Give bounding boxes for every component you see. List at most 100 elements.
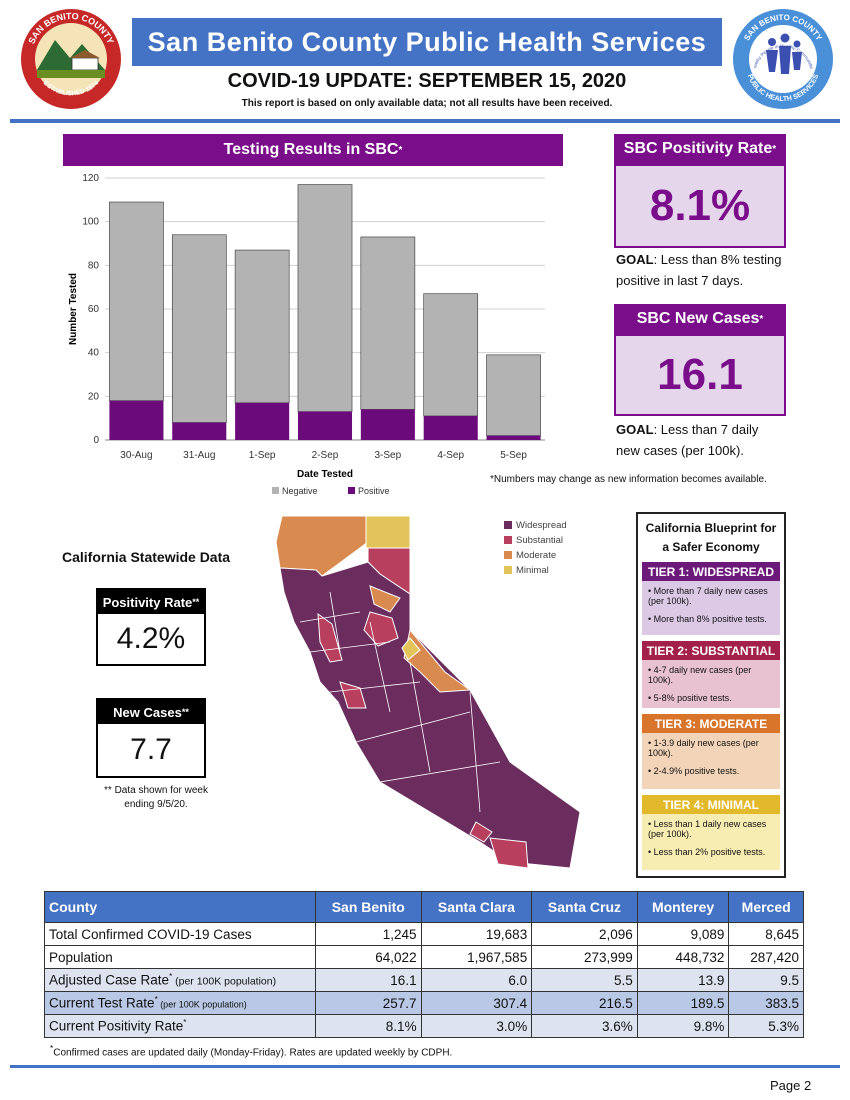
blueprint-title: California Blueprint for a Safer Economy — [638, 519, 784, 557]
table-cell: 5.3% — [728, 1014, 804, 1038]
goal-text-2: positive in last 7 days. — [616, 273, 744, 288]
y-tick-label: 60 — [88, 304, 100, 315]
sbc-new-cases-mark: * — [759, 313, 764, 325]
legend-swatch-negative — [272, 487, 279, 494]
numbers-note: *Numbers may change as new information b… — [490, 474, 767, 485]
x-tick-label: 1-Sep — [249, 450, 276, 461]
bar-negative — [360, 236, 416, 410]
sbc-positivity-value: 8.1% — [614, 164, 786, 248]
county-comparison-table: County San Benito Santa Clara Santa Cruz… — [44, 891, 804, 1038]
tier-3-heading: TIER 3: MODERATE — [642, 714, 780, 733]
statewide-footnote-1: ** Data shown for week — [104, 785, 208, 796]
table-cell: 257.7 — [315, 991, 422, 1015]
tier-3-body: • 1-3.9 daily new cases (per 100k). • 2-… — [642, 733, 780, 789]
sbc-positivity-goal: GOAL: Less than 8% testing positive in l… — [616, 249, 796, 291]
table-header-cell: San Benito — [315, 891, 422, 923]
bar-negative — [234, 249, 290, 404]
table-cell: 383.5 — [728, 991, 804, 1015]
bar-negative — [109, 201, 164, 402]
table-header-cell: Monterey — [636, 891, 730, 923]
goal-text-2: new cases (per 100k). — [616, 443, 744, 458]
row-label-sub: (per 100K population) — [157, 999, 247, 1010]
bar-positive — [486, 435, 541, 440]
tier-2-heading: TIER 2: SUBSTANTIAL — [642, 641, 780, 660]
statewide-heading: California Statewide Data — [62, 549, 231, 565]
sbc-positivity-label-text: SBC Positivity Rate — [623, 140, 773, 157]
row-label-mark: * — [154, 995, 158, 1005]
table-row: Current Positivity Rate* 8.1% 3.0% 3.6% … — [44, 1014, 804, 1038]
table-row: Current Test Rate* (per 100K population)… — [44, 991, 804, 1015]
legend-item-widespread: Widespread — [504, 518, 567, 533]
table-cell: 1,967,585 — [420, 945, 533, 969]
state-cases-box: New Cases ** 7.7 — [96, 698, 206, 778]
tier-3-bullet-2: • 2-4.9% positive tests. — [648, 766, 740, 776]
tier-3: TIER 3: MODERATE • 1-3.9 daily new cases… — [642, 714, 780, 789]
y-tick-label: 120 — [82, 173, 99, 184]
table-cell: 216.5 — [531, 991, 638, 1015]
table-header-row: County San Benito Santa Clara Santa Cruz… — [44, 891, 804, 923]
tier-2: TIER 2: SUBSTANTIAL • 4-7 daily new case… — [642, 641, 780, 708]
blueprint-title-1: California Blueprint for — [645, 521, 777, 535]
row-label-text: Current Positivity Rate — [49, 1018, 184, 1034]
table-cell: 2,096 — [531, 922, 638, 946]
tier-1-bullet-2: • More than 8% positive tests. — [648, 614, 767, 624]
y-tick-label: 40 — [88, 348, 100, 359]
testing-heading-mark: * — [398, 144, 403, 156]
row-label-sub: (per 100K population) — [172, 975, 277, 988]
legend-label: Minimal — [516, 565, 549, 576]
statewide-footnote: ** Data shown for week ending 9/5/20. — [96, 784, 216, 812]
row-label-text: Current Test Rate — [49, 995, 155, 1011]
goal-text-1: : Less than 7 daily — [653, 422, 759, 437]
sbc-new-cases-label: SBC New Cases * — [614, 304, 786, 334]
blueprint-panel: California Blueprint for a Safer Economy… — [636, 512, 786, 878]
x-tick-label: 5-Sep — [500, 450, 527, 461]
table-cell: 13.9 — [636, 968, 730, 992]
state-cases-label-text: New Cases — [113, 704, 182, 720]
table-header-cell: County — [44, 891, 316, 923]
goal-text-1: : Less than 8% testing — [653, 252, 782, 267]
state-positivity-box: Positivity Rate ** 4.2% — [96, 588, 206, 666]
legend-swatch — [504, 566, 512, 575]
bar-negative — [486, 354, 541, 436]
y-tick-label: 0 — [93, 435, 99, 446]
row-label: Current Test Rate* (per 100K population) — [44, 991, 316, 1015]
state-positivity-label: Positivity Rate ** — [98, 590, 204, 614]
legend-swatch — [504, 536, 512, 545]
legend-swatch — [504, 551, 512, 560]
page-number: Page 2 — [770, 1078, 812, 1093]
y-axis-title: Number Tested — [68, 273, 79, 345]
tier-4-body: • Less than 1 daily new cases (per 100k)… — [642, 814, 780, 870]
legend-swatch — [504, 521, 512, 530]
legend-swatch-positive — [348, 487, 355, 494]
table-header-cell: Santa Cruz — [531, 891, 638, 923]
bar-negative — [297, 184, 353, 412]
table-cell: 8,645 — [728, 922, 804, 946]
y-tick-label: 20 — [88, 391, 100, 402]
x-tick-label: 31-Aug — [183, 450, 215, 461]
sbc-positivity-label: SBC Positivity Rate * — [614, 134, 786, 164]
tier-1: TIER 1: WIDESPREAD • More than 7 daily n… — [642, 562, 780, 635]
sbc-new-cases-value: 16.1 — [614, 334, 786, 416]
tier-4-heading: TIER 4: MINIMAL — [642, 795, 780, 814]
tier-1-bullet-1: • More than 7 daily new cases (per 100k)… — [648, 586, 768, 606]
table-cell: 9.8% — [636, 1014, 730, 1038]
bar-positive — [360, 409, 415, 440]
sbc-new-cases-goal: GOAL: Less than 7 daily new cases (per 1… — [616, 419, 796, 461]
goal-label: GOAL — [616, 252, 654, 267]
row-label-text: Total Confirmed COVID-19 Cases — [49, 926, 252, 942]
goal-label: GOAL — [616, 422, 654, 437]
statewide-footnote-2: ending 9/5/20. — [124, 799, 188, 810]
x-tick-label: 2-Sep — [312, 450, 339, 461]
table-cell: 64,022 — [315, 945, 422, 969]
testing-heading-text: Testing Results in SBC — [223, 141, 399, 158]
table-row: Total Confirmed COVID-19 Cases 1,245 19,… — [44, 922, 804, 946]
state-cases-mark: ** — [181, 707, 189, 717]
row-label: Total Confirmed COVID-19 Cases — [44, 922, 316, 946]
table-cell: 5.5 — [531, 968, 638, 992]
table-cell: 307.4 — [420, 991, 533, 1015]
bar-negative — [423, 293, 479, 417]
tier-4-bullet-2: • Less than 2% positive tests. — [648, 847, 766, 857]
x-tick-label: 3-Sep — [375, 450, 402, 461]
x-tick-label: 30-Aug — [120, 450, 152, 461]
public-health-logo: SAN BENITO COUNTY PUBLIC HEALTH SERVICES… — [730, 4, 834, 110]
